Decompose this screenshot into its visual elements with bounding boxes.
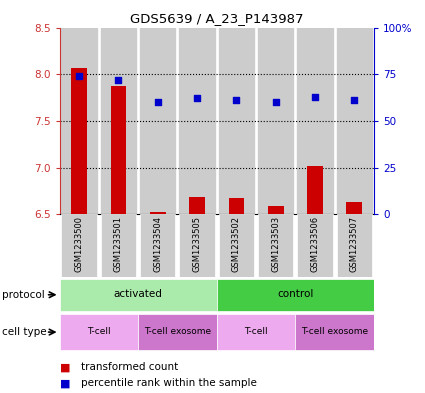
Text: protocol: protocol: [2, 290, 45, 300]
FancyBboxPatch shape: [62, 214, 97, 277]
FancyBboxPatch shape: [138, 314, 217, 350]
Title: GDS5639 / A_23_P143987: GDS5639 / A_23_P143987: [130, 12, 303, 25]
FancyBboxPatch shape: [298, 214, 333, 277]
Text: T-cell exosome: T-cell exosome: [144, 327, 211, 336]
Bar: [229, 198, 244, 214]
FancyBboxPatch shape: [217, 314, 295, 350]
Point: [272, 99, 279, 105]
Text: activated: activated: [113, 289, 162, 299]
Bar: [179, 28, 215, 214]
Text: GSM1233504: GSM1233504: [153, 217, 162, 272]
FancyBboxPatch shape: [337, 214, 372, 277]
Bar: [298, 28, 333, 214]
FancyBboxPatch shape: [60, 279, 217, 310]
Bar: [337, 28, 372, 214]
FancyBboxPatch shape: [140, 214, 176, 277]
Point: [194, 95, 201, 101]
FancyBboxPatch shape: [295, 314, 374, 350]
Text: GSM1233505: GSM1233505: [193, 217, 201, 272]
Point: [233, 97, 240, 103]
Text: GSM1233506: GSM1233506: [311, 216, 320, 272]
FancyBboxPatch shape: [219, 214, 254, 277]
Text: GSM1233507: GSM1233507: [350, 216, 359, 272]
Text: control: control: [277, 289, 314, 299]
Point: [312, 94, 318, 100]
Text: T-cell: T-cell: [87, 327, 111, 336]
Bar: [110, 86, 126, 214]
Text: ■: ■: [60, 378, 70, 388]
Point: [76, 73, 82, 79]
Text: T-cell exosome: T-cell exosome: [301, 327, 368, 336]
Text: GSM1233503: GSM1233503: [271, 216, 280, 272]
Bar: [150, 212, 166, 214]
Bar: [219, 28, 254, 214]
Text: cell type: cell type: [2, 327, 47, 337]
Text: ■: ■: [60, 362, 70, 373]
Text: GSM1233500: GSM1233500: [75, 217, 84, 272]
Bar: [307, 166, 323, 214]
FancyBboxPatch shape: [258, 214, 293, 277]
FancyBboxPatch shape: [60, 314, 138, 350]
Bar: [346, 202, 362, 214]
FancyBboxPatch shape: [217, 279, 374, 310]
Text: percentile rank within the sample: percentile rank within the sample: [81, 378, 257, 388]
Bar: [140, 28, 176, 214]
Point: [351, 97, 358, 103]
Text: T-cell: T-cell: [244, 327, 268, 336]
Bar: [71, 68, 87, 214]
FancyBboxPatch shape: [101, 214, 136, 277]
FancyBboxPatch shape: [179, 214, 215, 277]
Bar: [189, 197, 205, 214]
Point: [154, 99, 161, 105]
Bar: [62, 28, 97, 214]
Bar: [258, 28, 293, 214]
Point: [115, 77, 122, 83]
Bar: [268, 206, 283, 214]
Text: GSM1233501: GSM1233501: [114, 217, 123, 272]
Bar: [101, 28, 136, 214]
Text: GSM1233502: GSM1233502: [232, 217, 241, 272]
Text: transformed count: transformed count: [81, 362, 178, 373]
